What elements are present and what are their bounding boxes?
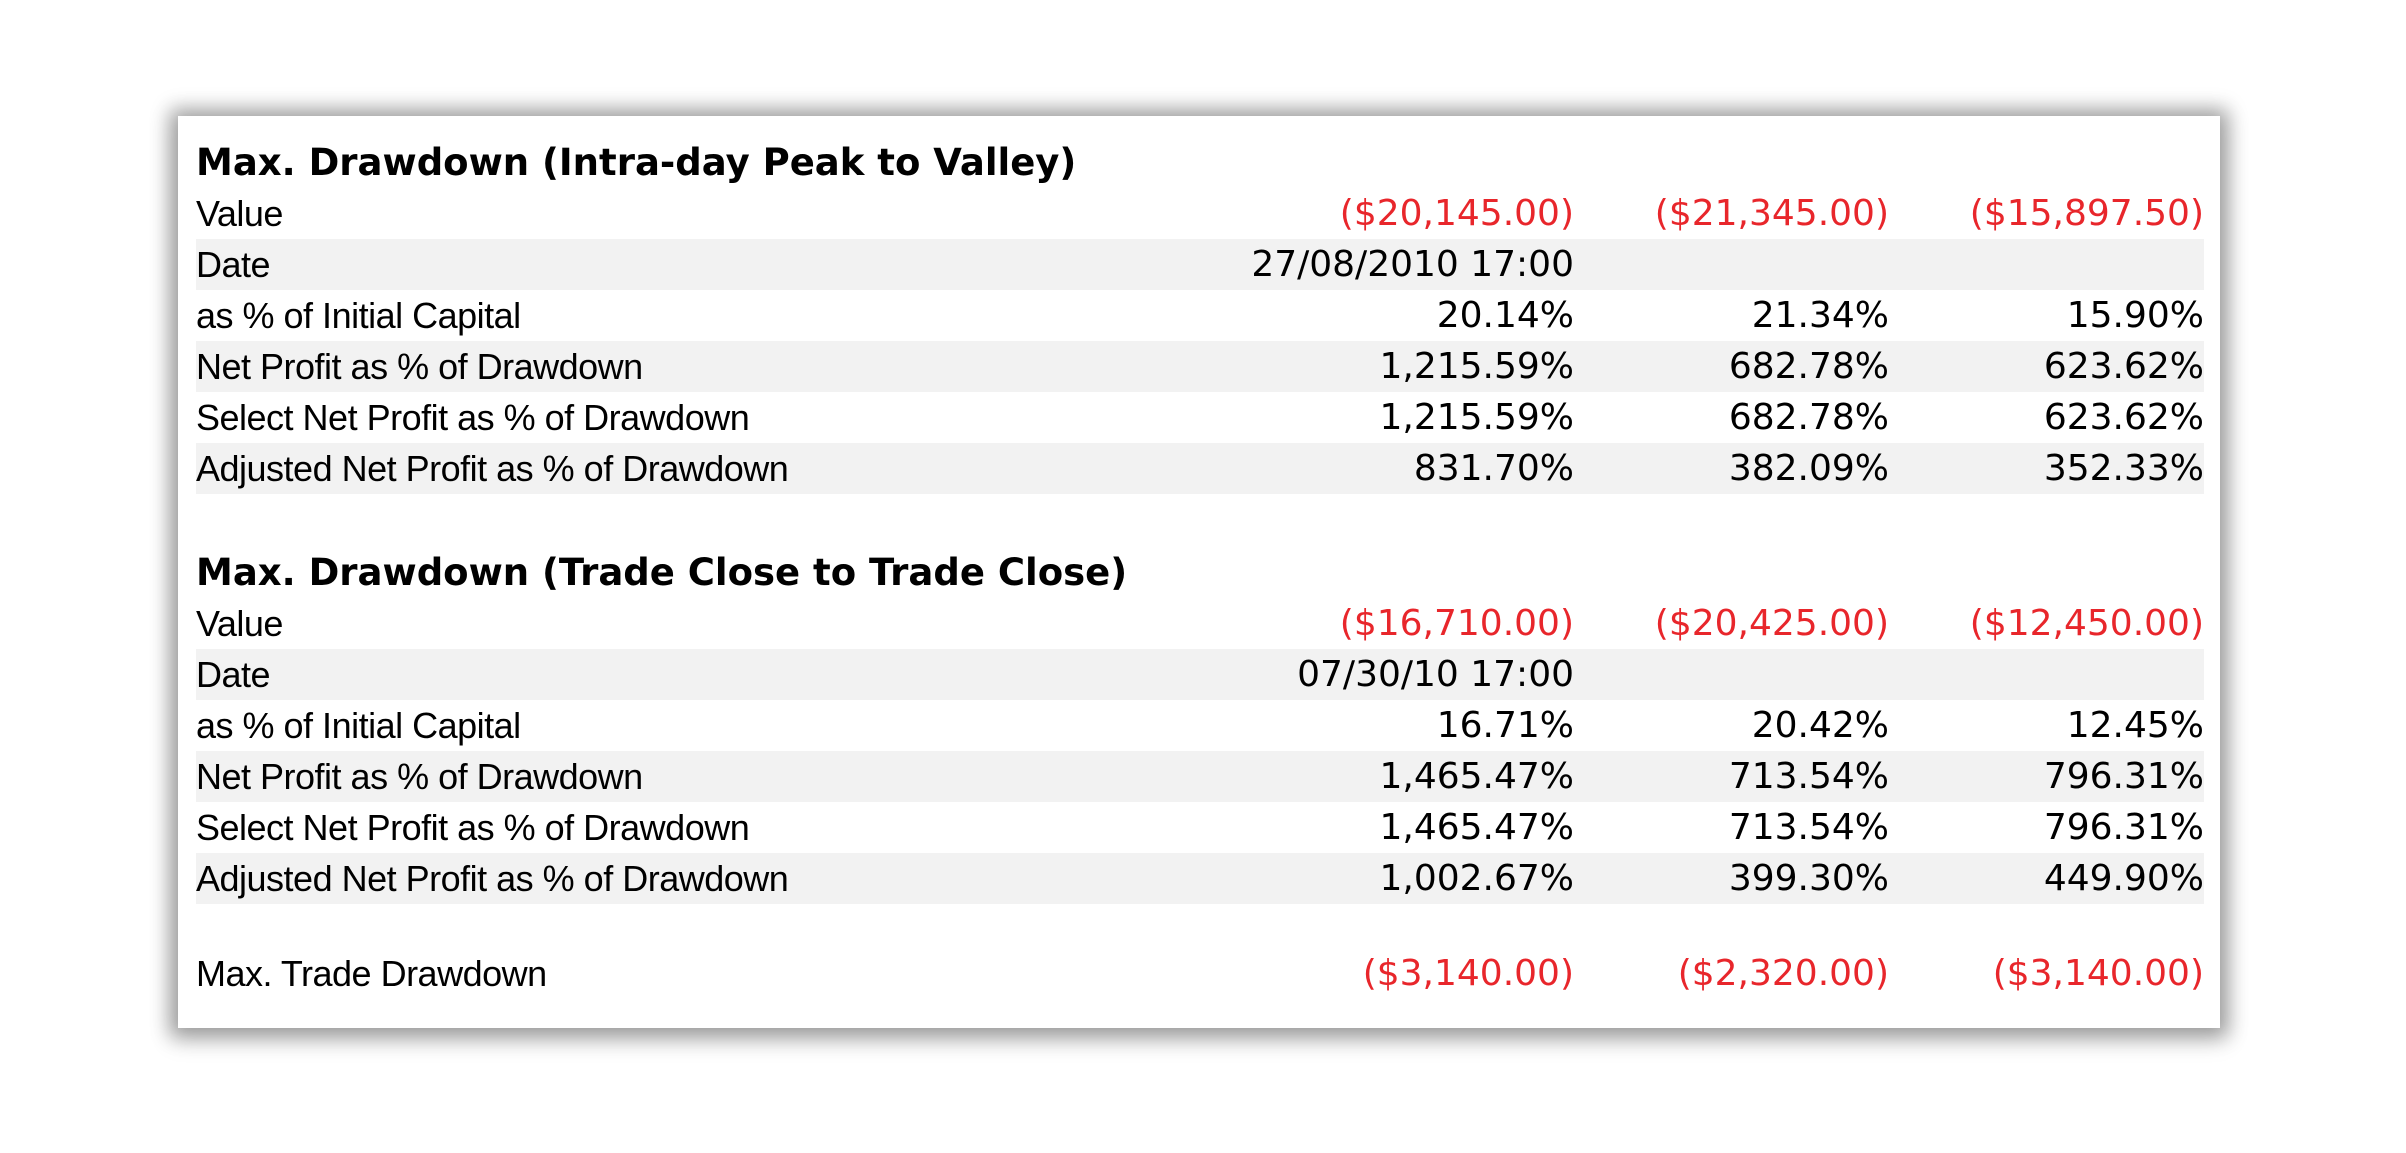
table-row: Max. Trade Drawdown ($3,140.00) ($2,320.… bbox=[196, 948, 2204, 999]
table-row: Net Profit as % of Drawdown 1,215.59% 68… bbox=[196, 341, 2204, 392]
value-cell: 796.31% bbox=[2043, 756, 2204, 797]
value-cell: 796.31% bbox=[2043, 807, 2204, 848]
value-cell: ($20,145.00) bbox=[1339, 193, 1574, 234]
value-cell: ($15,897.50) bbox=[1969, 193, 2204, 234]
value-cell: 15.90% bbox=[2066, 295, 2204, 336]
table-row: Net Profit as % of Drawdown 1,465.47% 71… bbox=[196, 751, 2204, 802]
value-cell: 713.54% bbox=[1728, 756, 1889, 797]
row-label: Max. Trade Drawdown bbox=[196, 953, 547, 994]
value-cell: 20.14% bbox=[1436, 295, 1574, 336]
drawdown-report-panel: Max. Drawdown (Intra-day Peak to Valley)… bbox=[178, 116, 2220, 1028]
value-cell: ($12,450.00) bbox=[1969, 603, 2204, 644]
row-label: Adjusted Net Profit as % of Drawdown bbox=[196, 858, 789, 899]
value-cell: 1,465.47% bbox=[1379, 807, 1574, 848]
table-row: as % of Initial Capital 16.71% 20.42% 12… bbox=[196, 700, 2204, 751]
row-label: Adjusted Net Profit as % of Drawdown bbox=[196, 448, 789, 489]
value-cell: 682.78% bbox=[1728, 346, 1889, 387]
table-row: Select Net Profit as % of Drawdown 1,215… bbox=[196, 392, 2204, 443]
table-row: Value ($16,710.00) ($20,425.00) ($12,450… bbox=[196, 598, 2204, 649]
value-cell: ($3,140.00) bbox=[1992, 953, 2204, 994]
value-cell: 623.62% bbox=[2043, 397, 2204, 438]
table-row: Date 07/30/10 17:00 bbox=[196, 649, 2204, 700]
row-label: Value bbox=[196, 193, 283, 234]
value-cell: ($21,345.00) bbox=[1654, 193, 1889, 234]
value-cell bbox=[1894, 649, 2204, 700]
row-label: as % of Initial Capital bbox=[196, 705, 521, 746]
value-cell: 1,002.67% bbox=[1379, 858, 1574, 899]
row-label: Net Profit as % of Drawdown bbox=[196, 346, 643, 387]
table-row: Date 27/08/2010 17:00 bbox=[196, 239, 2204, 290]
value-cell: 16.71% bbox=[1436, 705, 1574, 746]
row-label: Date bbox=[196, 654, 271, 695]
value-cell: 449.90% bbox=[2043, 858, 2204, 899]
value-cell: 21.34% bbox=[1751, 295, 1889, 336]
date-cell: 27/08/2010 17:00 bbox=[1251, 244, 1574, 285]
section-title: Max. Drawdown (Trade Close to Trade Clos… bbox=[196, 551, 1128, 594]
value-cell: 1,465.47% bbox=[1379, 756, 1574, 797]
value-cell: 713.54% bbox=[1728, 807, 1889, 848]
value-cell: ($16,710.00) bbox=[1339, 603, 1574, 644]
value-cell: 382.09% bbox=[1728, 448, 1889, 489]
table-row: Adjusted Net Profit as % of Drawdown 831… bbox=[196, 443, 2204, 494]
section-title: Max. Drawdown (Intra-day Peak to Valley) bbox=[196, 141, 1077, 184]
value-cell: 1,215.59% bbox=[1379, 346, 1574, 387]
value-cell: 399.30% bbox=[1728, 858, 1889, 899]
intraday-drawdown-section: Max. Drawdown (Intra-day Peak to Valley)… bbox=[196, 138, 2204, 494]
table-row: Select Net Profit as % of Drawdown 1,465… bbox=[196, 802, 2204, 853]
date-cell: 07/30/10 17:00 bbox=[1297, 654, 1574, 695]
value-cell: ($2,320.00) bbox=[1677, 953, 1889, 994]
row-label: Net Profit as % of Drawdown bbox=[196, 756, 643, 797]
value-cell bbox=[1579, 649, 1889, 700]
row-label: Select Net Profit as % of Drawdown bbox=[196, 807, 750, 848]
row-label: Value bbox=[196, 603, 283, 644]
value-cell: 352.33% bbox=[2043, 448, 2204, 489]
table-row: Value ($20,145.00) ($21,345.00) ($15,897… bbox=[196, 188, 2204, 239]
value-cell bbox=[1579, 239, 1889, 290]
trade-close-drawdown-section: Max. Drawdown (Trade Close to Trade Clos… bbox=[196, 548, 2204, 904]
value-cell: 1,215.59% bbox=[1379, 397, 1574, 438]
value-cell: ($20,425.00) bbox=[1654, 603, 1889, 644]
table-row: Adjusted Net Profit as % of Drawdown 1,0… bbox=[196, 853, 2204, 904]
row-label: as % of Initial Capital bbox=[196, 295, 521, 336]
value-cell: ($3,140.00) bbox=[1362, 953, 1574, 994]
value-cell: 12.45% bbox=[2066, 705, 2204, 746]
row-label: Date bbox=[196, 244, 271, 285]
value-cell: 623.62% bbox=[2043, 346, 2204, 387]
table-row: as % of Initial Capital 20.14% 21.34% 15… bbox=[196, 290, 2204, 341]
value-cell: 831.70% bbox=[1413, 448, 1574, 489]
row-label: Select Net Profit as % of Drawdown bbox=[196, 397, 750, 438]
max-trade-drawdown-section: Max. Trade Drawdown ($3,140.00) ($2,320.… bbox=[196, 948, 2204, 999]
value-cell: 682.78% bbox=[1728, 397, 1889, 438]
value-cell: 20.42% bbox=[1751, 705, 1889, 746]
value-cell bbox=[1894, 239, 2204, 290]
